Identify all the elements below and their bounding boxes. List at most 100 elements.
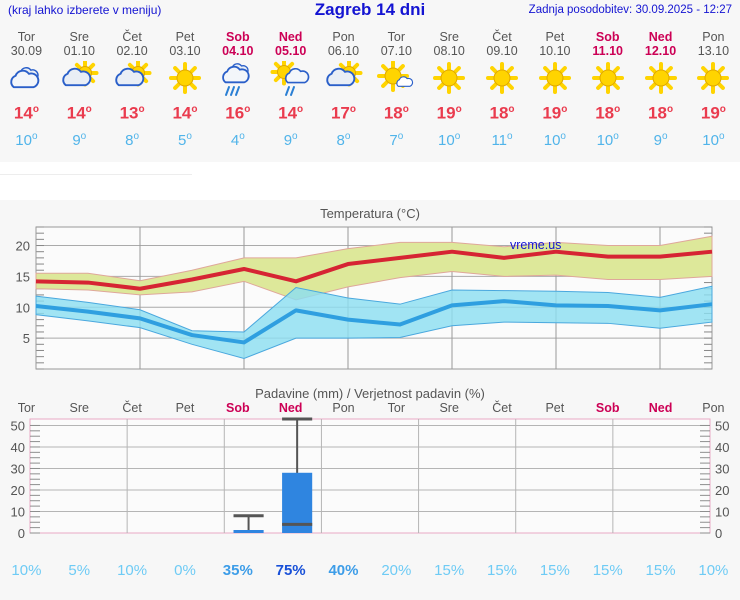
day-date: 09.10 — [486, 44, 518, 58]
day-name: Pet — [175, 30, 195, 44]
temp-min: 11o — [491, 130, 513, 149]
page-title: Zagreb 14 dni — [314, 0, 426, 19]
day-name: Pon — [332, 30, 355, 44]
day-date: 03.10 — [169, 44, 201, 58]
day-column[interactable]: Pon 13.10 19o 10o — [687, 24, 740, 152]
forecast-day-strip: Tor 30.09 14o 10o Sre 01.10 14o 9o Čet 02.10 13… — [0, 24, 740, 162]
precipitation-probability: 10% — [698, 562, 729, 579]
svg-text:20: 20 — [11, 483, 25, 498]
svg-text:10: 10 — [715, 504, 729, 519]
precipitation-probability: 5% — [68, 562, 91, 579]
precipitation-day-label: Tor — [17, 401, 36, 415]
sunny-icon — [581, 60, 634, 98]
day-column[interactable]: Pet 10.10 19o 10o — [528, 24, 581, 152]
precipitation-day-label: Čet — [122, 401, 142, 415]
sunny-icon — [159, 60, 212, 98]
temp-min: 8o — [125, 130, 140, 149]
temp-max: 17o — [330, 103, 356, 123]
day-column[interactable]: Ned 05.10 14o 9o — [264, 24, 317, 152]
day-column[interactable]: Sob 04.10 16o 4o — [211, 24, 264, 152]
svg-text:30: 30 — [11, 461, 25, 476]
temp-min: 10o — [438, 130, 461, 149]
svg-text:10: 10 — [11, 504, 25, 519]
day-name: Tor — [387, 30, 406, 44]
temp-max: 14o — [278, 103, 304, 123]
partly-sunny-icon — [106, 60, 159, 98]
svg-text:10: 10 — [16, 300, 30, 315]
day-column[interactable]: Pet 03.10 14o 5o — [159, 24, 212, 152]
precipitation-probability: 40% — [328, 562, 359, 579]
precipitation-day-label: Sre — [439, 401, 459, 415]
precipitation-probability: 15% — [434, 562, 465, 579]
temp-max: 14o — [66, 103, 92, 123]
temp-min: 7o — [389, 130, 404, 149]
day-column[interactable]: Tor 30.09 14o 10o — [0, 24, 53, 152]
precipitation-day-label: Sob — [225, 401, 250, 415]
day-column[interactable]: Sre 01.10 14o 9o — [53, 24, 106, 152]
temp-min: 9o — [72, 130, 87, 149]
day-date: 06.10 — [327, 44, 360, 58]
day-columns: Tor 30.09 14o 10o Sre 01.10 14o 9o Čet 02.10 13… — [0, 24, 740, 152]
sunny-icon — [423, 60, 476, 98]
svg-text:5: 5 — [23, 331, 30, 346]
precipitation-probability: 35% — [222, 562, 253, 579]
precipitation-probability: 15% — [645, 562, 676, 579]
partly-sunny-icon — [317, 60, 370, 98]
precipitation-chart: Padavine (mm) / Verjetnost padavin (%) T… — [0, 376, 740, 581]
svg-text:40: 40 — [715, 440, 729, 455]
temp-min: 10o — [543, 130, 566, 149]
svg-text:15: 15 — [16, 269, 30, 284]
sunny-icon — [528, 60, 581, 98]
svg-text:50: 50 — [11, 418, 25, 433]
temperature-chart-title: Temperatura (°C) — [320, 206, 420, 221]
day-date: 07.10 — [380, 44, 412, 58]
temp-min: 10o — [15, 130, 38, 149]
temp-min: 4o — [230, 130, 245, 149]
sunny-icon — [634, 60, 687, 98]
temp-min: 8o — [336, 130, 351, 149]
precipitation-day-label: Pet — [545, 401, 565, 415]
precipitation-probability: 75% — [275, 562, 306, 579]
day-date: 04.10 — [222, 44, 254, 58]
day-name: Pet — [545, 30, 565, 44]
precipitation-probability: 15% — [592, 562, 623, 579]
day-name: Sob — [225, 30, 250, 44]
day-date: 08.10 — [433, 44, 465, 58]
temp-min: 9o — [283, 130, 298, 149]
temp-max: 14o — [172, 103, 198, 123]
day-date: 10.10 — [539, 44, 571, 58]
day-column[interactable]: Tor 07.10 18o 7o — [370, 24, 423, 152]
partly-sunny-icon — [53, 60, 106, 98]
precipitation-probability: 10% — [117, 562, 148, 579]
temp-min: 9o — [653, 130, 668, 149]
precipitation-day-label: Ned — [648, 401, 673, 415]
temp-min: 10o — [702, 130, 725, 149]
day-name: Sob — [595, 30, 620, 44]
day-date: 30.09 — [10, 44, 43, 58]
svg-text:0: 0 — [715, 526, 722, 541]
svg-text:40: 40 — [11, 440, 25, 455]
temp-max: 19o — [436, 103, 462, 123]
temp-max: 18o — [648, 103, 674, 123]
temp-max: 18o — [489, 103, 515, 123]
day-column[interactable]: Čet 09.10 18o 11o — [476, 24, 529, 152]
precipitation-probability: 15% — [539, 562, 570, 579]
section-divider — [0, 162, 740, 200]
sun-small-cloud-icon — [370, 60, 423, 98]
day-column[interactable]: Sre 08.10 19o 10o — [423, 24, 476, 152]
day-name: Ned — [648, 30, 673, 44]
precipitation-day-label: Sob — [595, 401, 620, 415]
temperature-plot: 20 15 10 5 vreme.us — [16, 226, 713, 370]
temp-max: 14o — [13, 103, 39, 123]
precipitation-probability: 15% — [487, 562, 518, 579]
day-column[interactable]: Sob 11.10 18o 10o — [581, 24, 634, 152]
day-name: Čet — [492, 30, 512, 44]
temp-max: 19o — [542, 103, 568, 123]
day-column[interactable]: Pon 06.10 17o 8o — [317, 24, 370, 152]
day-column[interactable]: Ned 12.10 18o 9o — [634, 24, 687, 152]
sunny-icon — [687, 60, 740, 98]
day-name: Sre — [69, 30, 89, 44]
day-column[interactable]: Čet 02.10 13o 8o — [106, 24, 159, 152]
day-name: Ned — [278, 30, 303, 44]
precipitation-day-label: Pon — [332, 401, 355, 415]
